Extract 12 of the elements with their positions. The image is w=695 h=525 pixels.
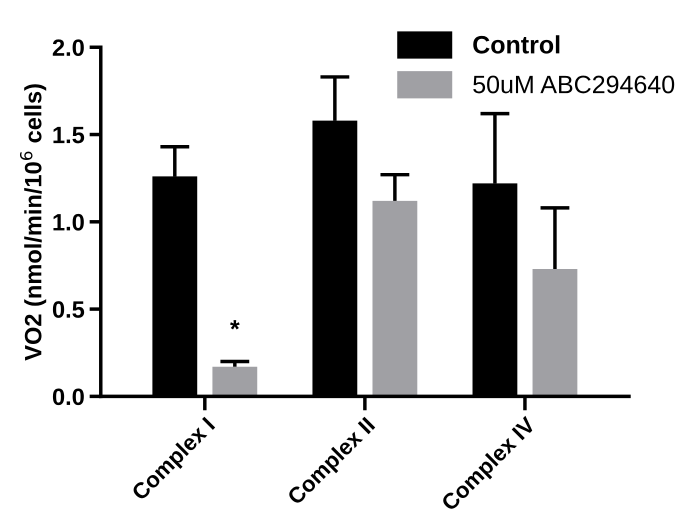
y-tick-label: 2.0 — [52, 39, 84, 56]
annotation: * — [230, 320, 240, 330]
y-tick-label: 0.5 — [52, 301, 84, 318]
bar — [532, 268, 578, 396]
y-tick-label: 1.0 — [53, 214, 84, 231]
y-tick-label: 0.0 — [52, 388, 84, 406]
bar — [212, 366, 258, 396]
legend-label: Control — [473, 35, 560, 54]
bar — [372, 200, 418, 396]
y-tick-label: 1.5 — [53, 126, 84, 144]
y-axis-title: VO2 (nmol/min/10$^{6}$ cells) — [20, 84, 46, 361]
legend-label: 50uM ABC294640 — [473, 76, 674, 94]
